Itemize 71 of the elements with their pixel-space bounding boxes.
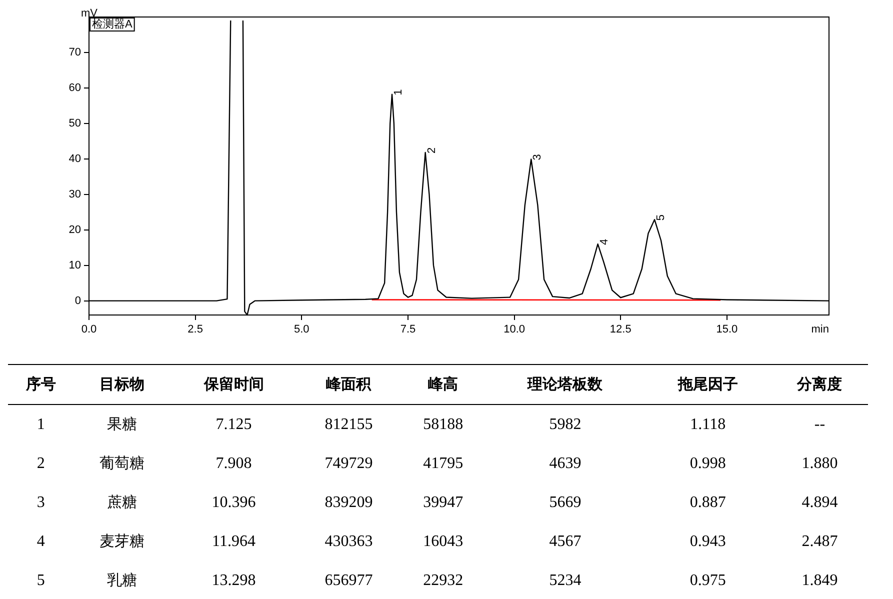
text: 1 [36, 414, 46, 434]
text: 656977 [297, 561, 400, 599]
text: 5 [8, 561, 74, 599]
y-tick-label: 60 [68, 82, 81, 94]
x-tick-label: 15.0 [716, 324, 738, 336]
text: 分离度 [771, 364, 868, 404]
text: 蔗糖 [106, 492, 138, 513]
text: 序号 [8, 364, 74, 404]
text: 峰面积 [297, 364, 400, 404]
x-tick-label: 10.0 [504, 324, 525, 336]
text: 5234 [486, 561, 644, 599]
y-tick-label: 50 [68, 117, 81, 130]
text: 拖尾因子 [644, 364, 772, 404]
text: 58188 [422, 414, 464, 434]
text: 2.487 [800, 532, 839, 552]
annotation: 5 [655, 214, 668, 221]
text: 749729 [324, 454, 374, 474]
text: 4 [36, 532, 46, 552]
text: 0.998 [688, 454, 727, 474]
text: 1.880 [800, 454, 839, 474]
text: 理论塔板数 [486, 364, 644, 404]
x-tick-label: 0.0 [81, 324, 97, 336]
text: 1.118 [689, 414, 727, 434]
text: -- [813, 414, 826, 434]
text: 430363 [324, 532, 374, 552]
x-tick-label: 7.5 [400, 324, 416, 336]
text: 0.887 [688, 492, 727, 512]
text: 保留时间 [170, 364, 298, 404]
text: 0.943 [688, 532, 727, 552]
text: 7.125 [214, 414, 253, 434]
text: 3 [36, 492, 46, 512]
x-axis-title: min [811, 324, 829, 336]
text: 16043 [422, 532, 464, 552]
y-tick-label: 20 [68, 224, 81, 236]
text: 麦芽糖 [98, 531, 146, 552]
text: 5669 [548, 492, 582, 512]
text: 0.975 [644, 561, 772, 599]
x-tick-label: 2.5 [188, 324, 203, 336]
text: 41795 [422, 454, 464, 474]
text: 7.908 [214, 454, 253, 474]
text: 2 [36, 454, 46, 474]
y-tick-label: 40 [68, 152, 81, 165]
annotation: 1 [392, 89, 405, 96]
text: 葡萄糖 [98, 453, 146, 474]
text: 39947 [422, 492, 464, 512]
annotation: 检测器A [92, 18, 133, 31]
x-tick-label: 5.0 [294, 324, 310, 336]
text: 4639 [548, 454, 582, 474]
text: 10.396 [210, 492, 257, 512]
text: 4567 [548, 532, 582, 552]
text: 目标物 [74, 364, 170, 404]
annotation: 2 [426, 147, 438, 154]
text: 1.849 [771, 561, 868, 599]
y-tick-label: 70 [68, 46, 81, 59]
x-tick-label: 12.5 [610, 324, 632, 336]
text: 839209 [324, 492, 374, 512]
text: 峰高 [400, 364, 486, 404]
annotation: 3 [532, 154, 544, 160]
annotation: 4 [598, 238, 610, 246]
y-tick-label: 0 [74, 294, 81, 307]
text: 4.894 [800, 492, 839, 512]
text: 果糖 [106, 414, 138, 435]
text: 5982 [548, 414, 582, 434]
text: 11.964 [211, 532, 256, 552]
y-tick-label: 30 [68, 188, 81, 200]
y-axis-title: mV [81, 8, 98, 20]
text: 13.298 [170, 561, 298, 599]
text: 812155 [324, 414, 374, 434]
text: 乳糖 [74, 561, 170, 599]
y-tick-label: 10 [68, 259, 81, 272]
text: 22932 [400, 561, 486, 599]
